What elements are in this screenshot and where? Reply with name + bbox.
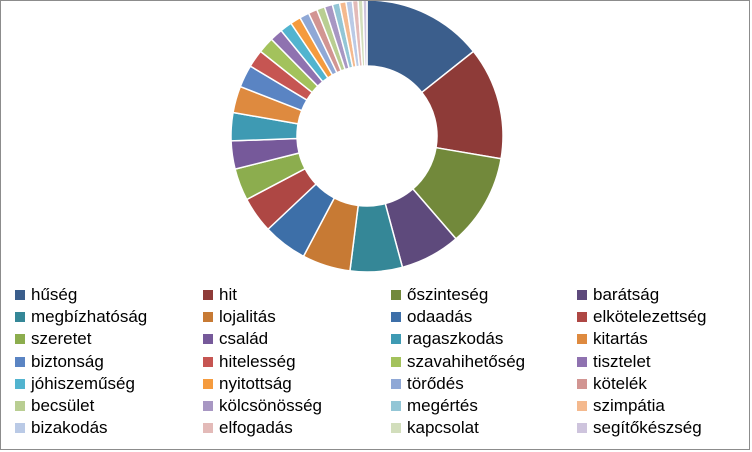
legend-label-22: kölcsönösség xyxy=(219,396,323,416)
legend-label-8: elkötelezettség xyxy=(593,307,707,327)
legend: hűség hit őszinteség barátság megbízhatóság l… xyxy=(15,284,745,439)
legend-label-24: szimpátia xyxy=(593,396,665,416)
legend-label-21: becsület xyxy=(31,396,95,416)
legend-label-3: őszinteség xyxy=(407,285,489,305)
legend-swatch-25 xyxy=(15,423,25,434)
legend-label-18: nyitottság xyxy=(219,373,292,393)
legend-label-2: hit xyxy=(219,285,237,305)
legend-swatch-15 xyxy=(391,356,401,367)
legend-item-27: kapcsolat xyxy=(391,417,577,439)
legend-label-9: szeretet xyxy=(31,329,92,349)
legend-swatch-17 xyxy=(15,378,25,389)
legend-swatch-19 xyxy=(391,378,401,389)
legend-swatch-26 xyxy=(203,423,213,434)
legend-swatch-3 xyxy=(391,290,401,301)
legend-label-6: lojalitás xyxy=(219,307,276,327)
legend-label-19: törődés xyxy=(407,373,464,393)
legend-swatch-6 xyxy=(203,312,213,323)
legend-swatch-11 xyxy=(391,334,401,345)
legend-item-7: odaadás xyxy=(391,306,577,328)
legend-label-12: kitartás xyxy=(593,329,648,349)
legend-item-2: hit xyxy=(203,284,391,306)
legend-swatch-10 xyxy=(203,334,213,345)
legend-item-10: család xyxy=(203,328,391,350)
legend-swatch-2 xyxy=(203,290,213,301)
legend-item-17: jóhiszeműség xyxy=(15,373,203,395)
legend-item-21: becsület xyxy=(15,395,203,417)
legend-label-25: bizakodás xyxy=(31,418,108,438)
legend-label-20: kötelék xyxy=(593,373,647,393)
legend-swatch-27 xyxy=(391,423,401,434)
legend-label-15: szavahihetőség xyxy=(407,351,526,371)
legend-swatch-7 xyxy=(391,312,401,323)
legend-item-5: megbízhatóság xyxy=(15,306,203,328)
slice-28 xyxy=(362,1,368,67)
legend-label-1: hűség xyxy=(31,285,78,305)
legend-label-7: odaadás xyxy=(407,307,473,327)
legend-item-12: kitartás xyxy=(577,328,745,350)
legend-item-14: hitelesség xyxy=(203,351,391,373)
legend-swatch-13 xyxy=(15,356,25,367)
legend-swatch-12 xyxy=(577,334,587,345)
legend-item-22: kölcsönösség xyxy=(203,395,391,417)
legend-swatch-4 xyxy=(577,290,587,301)
legend-item-8: elkötelezettség xyxy=(577,306,745,328)
legend-label-11: ragaszkodás xyxy=(407,329,504,349)
legend-label-17: jóhiszeműség xyxy=(31,373,135,393)
legend-swatch-20 xyxy=(577,378,587,389)
legend-item-16: tisztelet xyxy=(577,351,745,373)
legend-label-26: elfogadás xyxy=(219,418,293,438)
legend-swatch-16 xyxy=(577,356,587,367)
legend-label-23: megértés xyxy=(407,396,478,416)
legend-swatch-9 xyxy=(15,334,25,345)
legend-swatch-24 xyxy=(577,401,587,412)
legend-swatch-28 xyxy=(577,423,587,434)
legend-item-26: elfogadás xyxy=(203,417,391,439)
legend-item-3: őszinteség xyxy=(391,284,577,306)
legend-swatch-5 xyxy=(15,312,25,323)
legend-swatch-21 xyxy=(15,401,25,412)
legend-item-24: szimpátia xyxy=(577,395,745,417)
legend-label-16: tisztelet xyxy=(593,351,651,371)
legend-label-13: biztonság xyxy=(31,351,104,371)
legend-swatch-1 xyxy=(15,290,25,301)
legend-item-28: segítőkészség xyxy=(577,417,745,439)
legend-label-27: kapcsolat xyxy=(407,418,479,438)
legend-swatch-14 xyxy=(203,356,213,367)
legend-item-11: ragaszkodás xyxy=(391,328,577,350)
legend-item-23: megértés xyxy=(391,395,577,417)
legend-item-20: kötelék xyxy=(577,373,745,395)
legend-item-6: lojalitás xyxy=(203,306,391,328)
legend-item-9: szeretet xyxy=(15,328,203,350)
legend-item-18: nyitottság xyxy=(203,373,391,395)
legend-swatch-23 xyxy=(391,401,401,412)
legend-label-28: segítőkészség xyxy=(593,418,702,438)
legend-item-15: szavahihetőség xyxy=(391,351,577,373)
legend-item-1: hűség xyxy=(15,284,203,306)
legend-swatch-18 xyxy=(203,378,213,389)
legend-label-10: család xyxy=(219,329,269,349)
legend-label-14: hitelesség xyxy=(219,351,296,371)
legend-item-4: barátság xyxy=(577,284,745,306)
legend-swatch-22 xyxy=(203,401,213,412)
legend-item-13: biztonság xyxy=(15,351,203,373)
legend-label-4: barátság xyxy=(593,285,660,305)
legend-swatch-8 xyxy=(577,312,587,323)
legend-item-25: bizakodás xyxy=(15,417,203,439)
legend-label-5: megbízhatóság xyxy=(31,307,148,327)
legend-item-19: törődés xyxy=(391,373,577,395)
